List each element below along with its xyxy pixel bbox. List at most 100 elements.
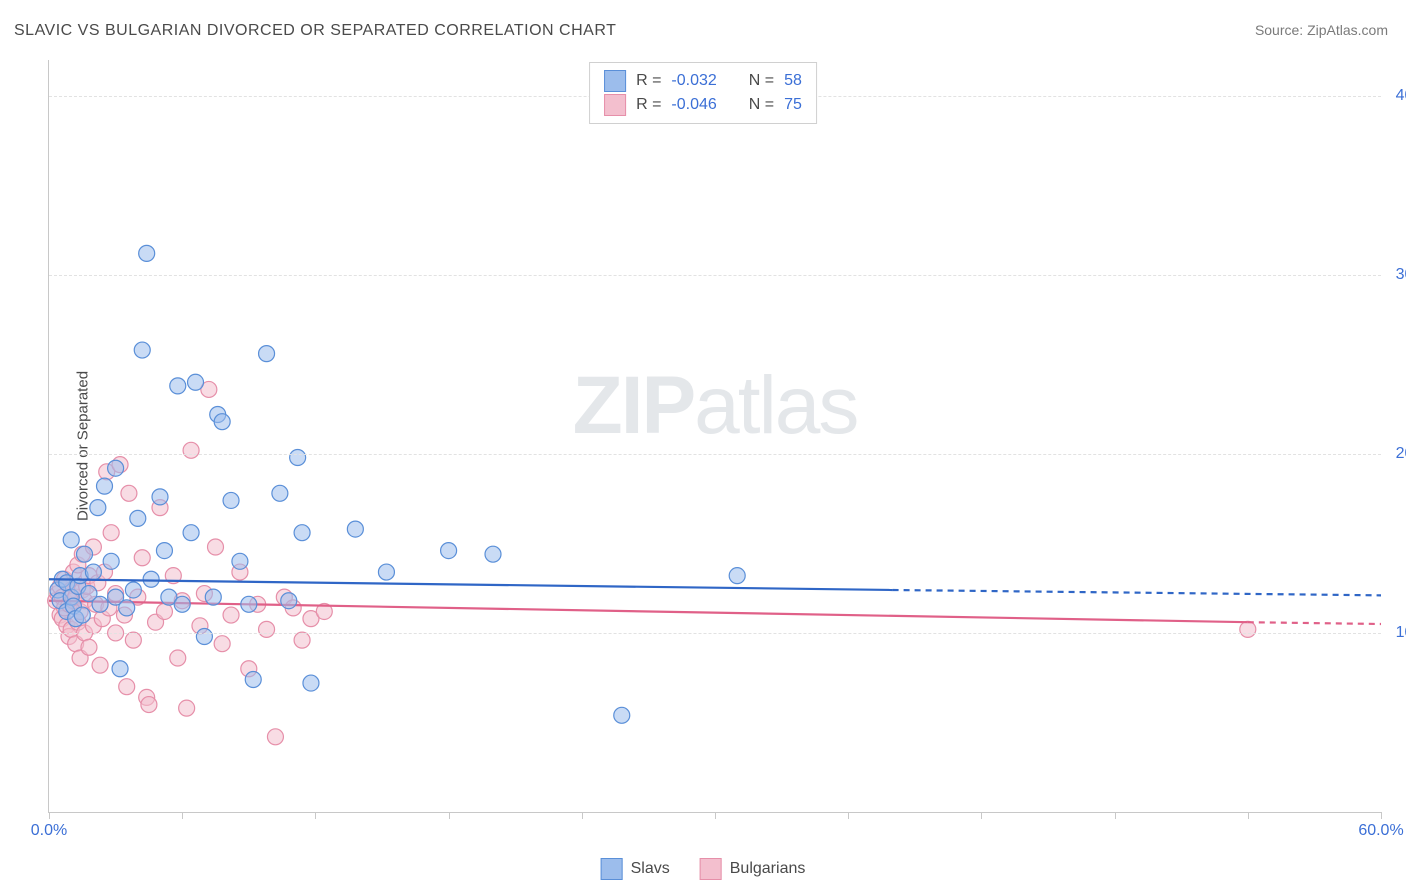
data-point: [272, 485, 288, 501]
data-point: [90, 500, 106, 516]
x-tick: [1115, 812, 1116, 819]
y-tick-label: 10.0%: [1396, 624, 1406, 642]
trend-line-dashed: [893, 590, 1381, 595]
x-tick: [182, 812, 183, 819]
data-point: [183, 442, 199, 458]
data-point: [92, 596, 108, 612]
chart-title: SLAVIC VS BULGARIAN DIVORCED OR SEPARATE…: [14, 22, 616, 40]
data-point: [170, 650, 186, 666]
grid-line: [49, 633, 1381, 634]
data-point: [134, 342, 150, 358]
data-point: [81, 639, 97, 655]
data-point: [290, 449, 306, 465]
data-point: [112, 661, 128, 677]
data-point: [103, 553, 119, 569]
x-tick: [981, 812, 982, 819]
data-point: [92, 657, 108, 673]
trend-line-dashed: [1248, 622, 1381, 624]
r-label: R =: [636, 69, 661, 93]
y-tick-label: 20.0%: [1396, 445, 1406, 463]
n-label: N =: [749, 69, 774, 93]
x-tick: [848, 812, 849, 819]
data-point: [97, 478, 113, 494]
data-point: [614, 707, 630, 723]
data-point: [188, 374, 204, 390]
x-tick: [315, 812, 316, 819]
legend-label-slavs: Slavs: [631, 860, 670, 878]
stats-row-bulgarians: R = -0.046 N = 75: [604, 93, 802, 117]
grid-line: [49, 454, 1381, 455]
data-point: [223, 492, 239, 508]
x-tick-label: 0.0%: [31, 822, 67, 840]
data-point: [208, 539, 224, 555]
swatch-slavs-icon: [604, 70, 626, 92]
n-value-slavs: 58: [784, 69, 802, 93]
series-legend: Slavs Bulgarians: [601, 858, 806, 880]
data-point: [347, 521, 363, 537]
data-point: [205, 589, 221, 605]
data-point: [267, 729, 283, 745]
data-point: [441, 543, 457, 559]
scatter-svg: [49, 60, 1381, 812]
legend-item-slavs: Slavs: [601, 858, 670, 880]
x-tick: [49, 812, 50, 819]
data-point: [77, 546, 93, 562]
n-value-bulgarians: 75: [784, 93, 802, 117]
data-point: [156, 603, 172, 619]
stats-legend-box: R = -0.032 N = 58 R = -0.046 N = 75: [589, 62, 817, 124]
n-label: N =: [749, 93, 774, 117]
data-point: [141, 697, 157, 713]
data-point: [294, 525, 310, 541]
data-point: [214, 414, 230, 430]
data-point: [179, 700, 195, 716]
data-point: [121, 485, 137, 501]
data-point: [214, 636, 230, 652]
data-point: [1240, 621, 1256, 637]
r-label: R =: [636, 93, 661, 117]
data-point: [119, 600, 135, 616]
data-point: [183, 525, 199, 541]
x-tick: [449, 812, 450, 819]
data-point: [125, 632, 141, 648]
data-point: [259, 621, 275, 637]
source-label: Source: ZipAtlas.com: [1255, 22, 1388, 38]
legend-label-bulgarians: Bulgarians: [730, 860, 806, 878]
data-point: [119, 679, 135, 695]
data-point: [85, 564, 101, 580]
x-tick: [1381, 812, 1382, 819]
data-point: [170, 378, 186, 394]
x-tick-label: 60.0%: [1358, 822, 1403, 840]
y-tick-label: 40.0%: [1396, 87, 1406, 105]
data-point: [232, 553, 248, 569]
x-tick: [582, 812, 583, 819]
trend-line: [49, 579, 893, 590]
grid-line: [49, 275, 1381, 276]
data-point: [134, 550, 150, 566]
data-point: [485, 546, 501, 562]
data-point: [108, 460, 124, 476]
data-point: [103, 525, 119, 541]
data-point: [139, 245, 155, 261]
data-point: [196, 629, 212, 645]
y-tick-label: 30.0%: [1396, 266, 1406, 284]
data-point: [174, 596, 190, 612]
data-point: [294, 632, 310, 648]
legend-item-bulgarians: Bulgarians: [700, 858, 806, 880]
chart-plot-area: ZIPatlas 10.0%20.0%30.0%40.0%0.0%60.0%: [48, 60, 1381, 813]
x-tick: [715, 812, 716, 819]
swatch-bulgarians-icon: [604, 94, 626, 116]
swatch-slavs-icon: [601, 858, 623, 880]
data-point: [152, 489, 168, 505]
data-point: [63, 532, 79, 548]
data-point: [245, 672, 261, 688]
r-value-bulgarians: -0.046: [671, 93, 716, 117]
data-point: [125, 582, 141, 598]
data-point: [143, 571, 159, 587]
data-point: [241, 596, 257, 612]
swatch-bulgarians-icon: [700, 858, 722, 880]
data-point: [130, 510, 146, 526]
data-point: [281, 593, 297, 609]
data-point: [223, 607, 239, 623]
x-tick: [1248, 812, 1249, 819]
stats-row-slavs: R = -0.032 N = 58: [604, 69, 802, 93]
